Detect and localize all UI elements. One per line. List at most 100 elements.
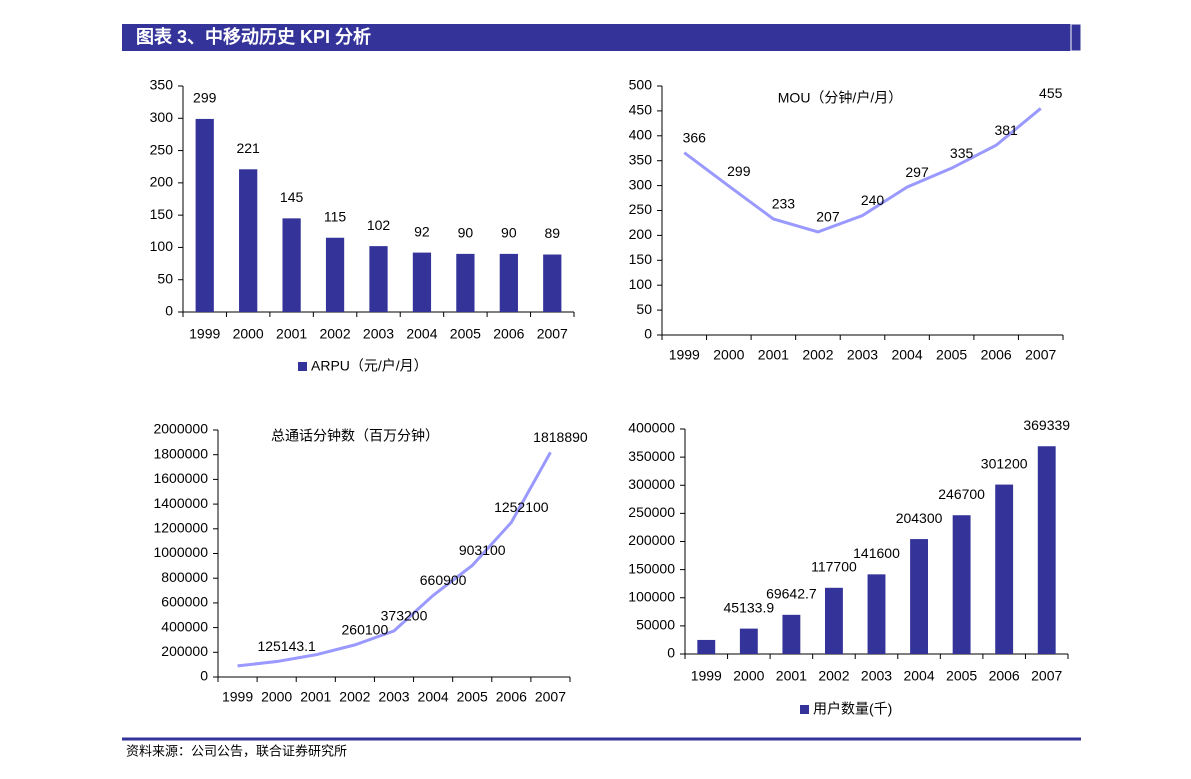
x-tick-label: 2000 [733,668,764,684]
y-tick-label: 50 [636,301,652,317]
y-tick-label: 150 [629,251,653,267]
x-tick-label: 2007 [1025,347,1056,363]
y-tick-label: 800000 [161,569,208,585]
x-tick-label: 2002 [818,668,849,684]
bar [456,253,475,312]
legend-label: ARPU（元/户/月） [311,358,428,374]
data-label: 102 [367,217,391,233]
y-tick-label: 50000 [636,617,675,633]
x-tick-label: 2001 [300,689,331,705]
x-tick-label: 2004 [903,668,934,684]
y-tick-label: 500 [629,77,653,93]
header-title: 图表 3、中移动历史 KPI 分析 [136,26,371,47]
x-tick-label: 1999 [189,326,220,342]
y-tick-label: 1800000 [153,445,208,461]
y-tick-label: 300 [150,109,174,125]
y-tick-label: 200000 [161,643,208,659]
line [683,107,1042,234]
legend-swatch [800,705,809,714]
x-tick-label: 2003 [861,668,892,684]
x-tick-label: 2003 [378,689,409,705]
bar [739,628,758,654]
y-tick-label: 100 [629,276,653,292]
legend-swatch [298,362,307,371]
x-tick-label: 2005 [946,668,977,684]
bar [825,587,843,654]
data-label: 335 [950,145,974,161]
y-tick-label: 450 [629,102,653,118]
data-label: 660900 [420,572,467,588]
x-tick-label: 2007 [535,689,566,705]
bar [867,574,886,654]
data-label: 221 [236,140,260,156]
chart-title: 总通话分钟数（百万分钟） [271,428,439,444]
y-tick-label: 600000 [161,594,208,610]
data-label: 92 [414,223,430,239]
line [237,451,552,668]
data-label: 373200 [381,608,428,624]
y-tick-label: 300000 [628,476,675,492]
x-tick-label: 1999 [691,668,722,684]
x-tick-label: 2007 [537,326,568,342]
x-tick-label: 2006 [989,668,1020,684]
x-tick-label: 2001 [758,347,789,363]
y-tick-label: 100000 [628,588,675,604]
x-tick-label: 2003 [847,347,878,363]
bar [952,515,971,654]
data-label: 903100 [459,542,506,558]
y-tick-label: 250000 [628,504,675,520]
data-label: 299 [193,90,217,106]
x-tick-label: 2001 [776,668,807,684]
x-tick-label: 2006 [493,326,524,342]
x-tick-label: 2004 [406,326,437,342]
data-label: 207 [816,209,840,225]
bar [282,218,301,312]
data-label: 45133.9 [724,599,775,615]
y-tick-label: 1400000 [153,495,208,511]
data-label: 125143.1 [257,638,316,654]
x-tick-label: 2006 [981,347,1012,363]
bar [239,169,258,312]
data-label: 297 [905,164,929,180]
data-label: 240 [861,192,885,208]
bar [195,118,214,312]
bar [499,253,518,312]
header-end [1070,23,1082,52]
x-tick-label: 1999 [222,689,253,705]
x-tick-label: 2005 [936,347,967,363]
data-label: 115 [324,208,347,224]
data-label: 141600 [853,545,900,561]
data-label: 381 [994,122,1018,138]
y-tick-label: 200000 [628,532,675,548]
bar [995,484,1014,654]
y-tick-label: 200 [150,174,174,190]
x-tick-label: 2003 [363,326,394,342]
bar [369,246,388,312]
data-label: 204300 [896,510,943,526]
bar [782,614,801,654]
y-tick-label: 150000 [628,560,675,576]
data-label: 366 [683,129,707,145]
y-tick-label: 50 [157,270,173,286]
y-tick-label: 150 [150,206,174,222]
x-tick-label: 2002 [339,689,370,705]
data-label: 299 [727,163,751,179]
y-tick-label: 350 [150,77,174,93]
chart-title: MOU（分钟/户/月） [778,90,902,106]
y-tick-label: 250 [150,141,174,157]
y-tick-label: 350000 [628,448,675,464]
data-label: 117700 [811,558,857,574]
x-tick-label: 2000 [261,689,292,705]
y-tick-label: 100 [150,238,174,254]
y-tick-label: 0 [200,668,208,684]
y-tick-label: 400000 [161,618,208,634]
x-tick-label: 2002 [319,326,350,342]
legend-label: 用户数量(千) [813,701,892,717]
data-label: 1818890 [533,429,588,445]
y-tick-label: 400 [629,127,653,143]
y-tick-label: 2000000 [153,421,208,437]
data-label: 246700 [938,486,985,502]
source: 资料来源：公司公告，联合证券研究所 [126,743,347,758]
y-tick-label: 1200000 [153,520,208,536]
